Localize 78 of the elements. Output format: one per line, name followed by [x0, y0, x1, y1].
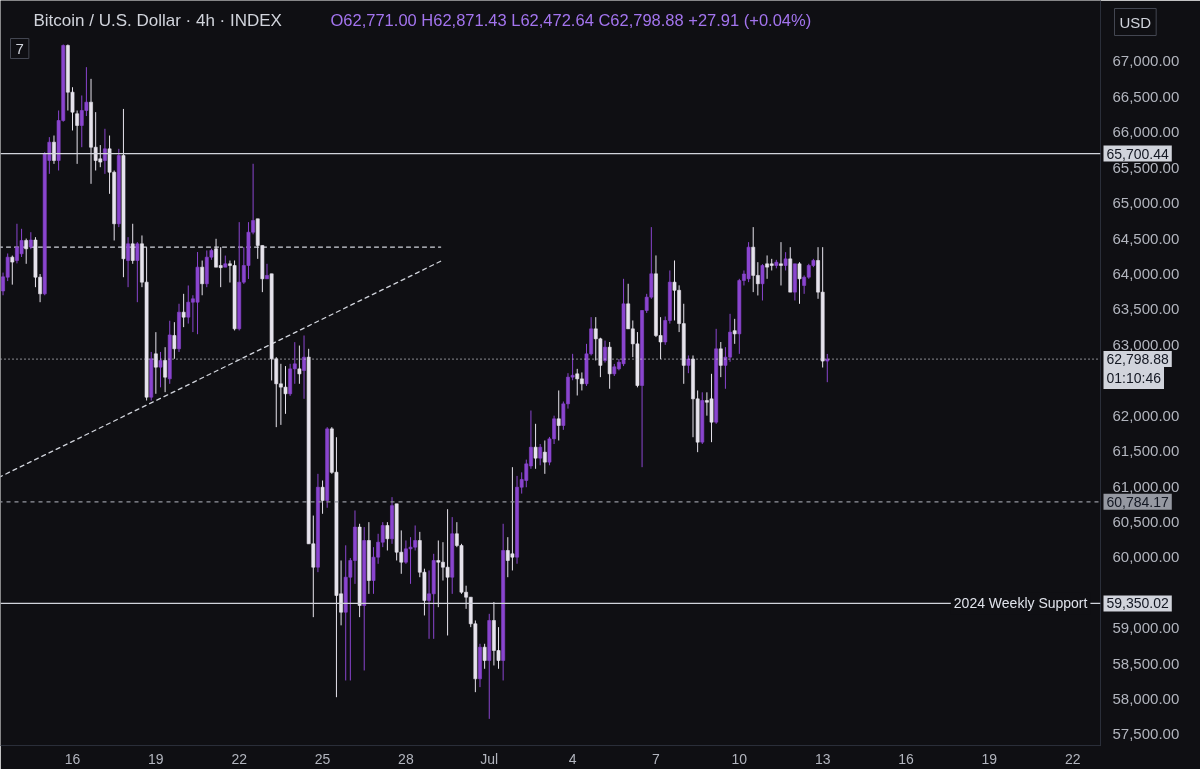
- x-tick-label: 13: [814, 750, 831, 767]
- x-tick-label: 7: [652, 750, 661, 767]
- ref-line-label: 59,350.02: [1106, 595, 1169, 612]
- y-tick-label: 66,500.00: [1112, 87, 1180, 105]
- candlestick: [103, 128, 107, 175]
- x-tick-label: 16: [898, 750, 915, 767]
- candlestick: [533, 423, 538, 470]
- candlestick: [135, 241, 140, 303]
- candlestick: [445, 508, 450, 636]
- annotation: 7: [15, 39, 24, 57]
- candlestick: [218, 246, 223, 288]
- candlestick: [556, 389, 561, 441]
- candlestick: [575, 368, 580, 396]
- x-tick-label: 19: [981, 750, 998, 767]
- x-tick-label: 4: [568, 750, 577, 767]
- text: USD: [1119, 13, 1152, 31]
- x-tick-label: 28: [398, 750, 414, 767]
- candlestick: [779, 241, 783, 286]
- candlestick: [130, 223, 135, 265]
- y-tick-label: 61,500.00: [1112, 442, 1180, 460]
- candlestick: [297, 345, 302, 385]
- ref-line-label: 62,798.88 01:10:46: [1106, 351, 1169, 387]
- candlestick: [783, 251, 788, 271]
- candlestick: [542, 439, 547, 475]
- candlestick: [158, 351, 163, 388]
- candlestick: [153, 331, 158, 395]
- y-tick-label: 59,000.00: [1112, 619, 1180, 637]
- candlestick: [709, 373, 714, 443]
- y-tick-label: 57,500.00: [1112, 725, 1180, 743]
- y-tick-label: 64,000.00: [1112, 265, 1180, 282]
- candlestick: [760, 263, 765, 301]
- candlestick: [52, 135, 56, 165]
- text: O62,771.00 H62,871.43 L62,472.64 C62,798.88 +27.91 (+0.04%): [330, 10, 812, 29]
- candlestick: [825, 353, 830, 383]
- y-tick-label: 61,000.00: [1112, 477, 1180, 495]
- candlestick: [510, 466, 515, 571]
- candlestick: [732, 318, 737, 345]
- x-tick-label: 19: [148, 750, 164, 767]
- candlestick: [302, 334, 306, 400]
- y-tick-label: 66,000.00: [1112, 123, 1180, 141]
- ref-line-label: 65,700.44: [1106, 145, 1169, 162]
- y-tick-label: 64,500.00: [1112, 229, 1180, 247]
- candlestick: [24, 238, 29, 265]
- candlestick: [186, 284, 191, 325]
- y-tick-label: 58,500.00: [1112, 654, 1180, 672]
- candlestick: [538, 443, 543, 466]
- text: Bitcoin / U.S. Dollar · 4h · INDEX: [33, 10, 282, 30]
- candlestick: [172, 321, 177, 360]
- candlestick: [200, 260, 205, 296]
- annotation: 2024 Weekly Support: [953, 595, 1088, 612]
- candlestick: [181, 293, 186, 328]
- x-tick-label: 25: [314, 750, 331, 767]
- candlestick: [320, 480, 325, 515]
- candlestick: [408, 536, 413, 585]
- y-tick-label: 60,500.00: [1112, 512, 1180, 530]
- candlestick: [718, 341, 723, 378]
- y-tick-label: 58,000.00: [1112, 690, 1180, 708]
- x-tick-label: 22: [1064, 750, 1081, 767]
- x-tick-label: Jul: [480, 750, 499, 767]
- y-tick-label: 67,000.00: [1112, 52, 1180, 70]
- x-tick-label: 16: [64, 750, 81, 767]
- y-tick-label: 60,000.00: [1112, 548, 1180, 566]
- ref-line-label: 60,784.17: [1106, 493, 1169, 510]
- candlestick: [603, 340, 607, 364]
- candlestick: [265, 263, 269, 280]
- candlestick: [126, 236, 130, 288]
- candlestick: [385, 521, 390, 551]
- candlestick: [10, 255, 15, 286]
- y-tick-label: 63,500.00: [1112, 300, 1180, 318]
- candlestick: [482, 643, 487, 670]
- y-tick-label: 62,000.00: [1112, 406, 1180, 424]
- candlestick: [163, 346, 167, 393]
- y-tick-label: 65,000.00: [1112, 194, 1180, 212]
- x-tick-label: 22: [231, 750, 248, 767]
- x-tick-label: 10: [731, 750, 748, 767]
- y-tick-label: 63,000.00: [1112, 335, 1180, 353]
- candlestick: [436, 540, 441, 608]
- candlestick: [797, 261, 802, 305]
